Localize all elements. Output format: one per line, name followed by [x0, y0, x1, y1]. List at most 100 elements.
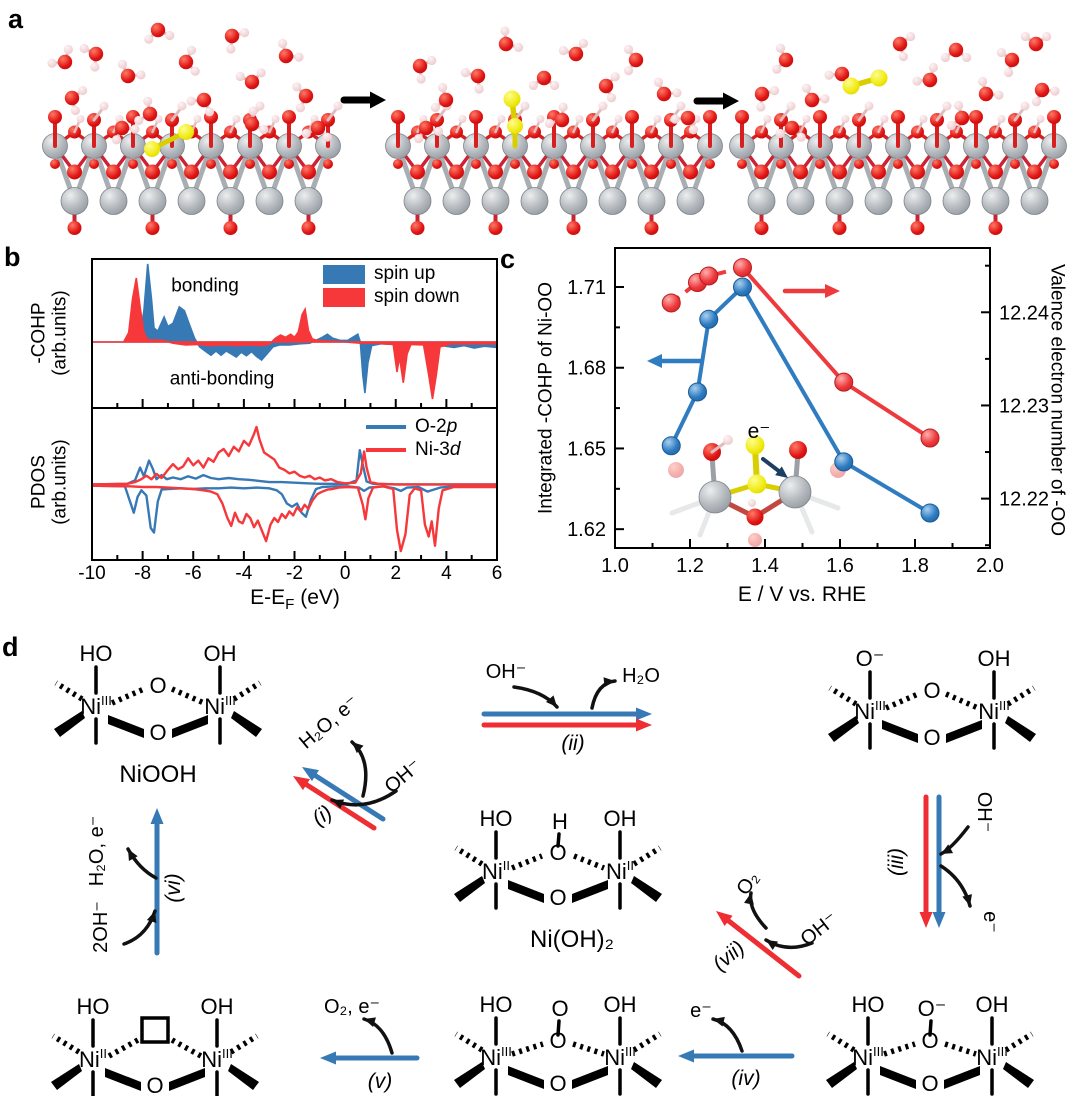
- panel-label-b: b: [4, 242, 21, 272]
- water-molecule: [498, 26, 524, 52]
- bridge-bottom-o-label: O: [146, 1073, 163, 1096]
- valence-data-point: [699, 266, 719, 286]
- x-tick-label: -6: [185, 563, 202, 584]
- c-x-tick-label: 1.8: [901, 555, 929, 577]
- bridge-o-label: O: [923, 678, 940, 703]
- md-snapshot-3: [729, 31, 1067, 235]
- water-molecule: [47, 44, 73, 70]
- bridge-upper-o-label: O⁻: [918, 996, 947, 1021]
- cohp-area-spin-down: [92, 277, 497, 400]
- legend-ni3d: Ni-3d: [366, 439, 460, 460]
- water-molecule: [79, 43, 104, 72]
- step-out-label: H₂O, e⁻: [86, 816, 108, 887]
- species-name: Ni(OH)₂: [530, 926, 614, 953]
- standing-oo-yellow-2: [503, 90, 523, 149]
- bridge-bottom-o-label: O: [549, 1071, 566, 1096]
- pdos-curve-1: [92, 484, 497, 534]
- legend-spin-up: spin up: [323, 263, 435, 284]
- ni-center-label: NiII: [482, 858, 510, 884]
- x-tick-label: -8: [134, 563, 151, 584]
- c-x-axis-label: E / V vs. RHE: [737, 583, 867, 607]
- c-right-tick-label: 12.22: [999, 489, 1049, 511]
- step-label: (i): [308, 801, 336, 831]
- valence-data-point: [920, 428, 940, 448]
- md-snapshot-2: [385, 26, 723, 235]
- ni-center-label: NiIII: [204, 693, 236, 719]
- water-molecule: [912, 62, 938, 88]
- c-x-tick-label: 1.4: [751, 555, 779, 577]
- ligand-label: OH: [978, 646, 1011, 671]
- panel-b-cohp-pdos-plots: -10 -8 -6 -4 -2 0 2 4 6: [78, 258, 503, 584]
- water-molecule: [111, 120, 140, 145]
- oxygen-vacancy-square: [140, 1016, 170, 1044]
- bonding-label: bonding: [171, 275, 239, 297]
- species-superoxo: HO OH NiIII NiIII O O⁻ O: [826, 992, 1034, 1096]
- x-tick-label: -4: [235, 563, 252, 584]
- icohp-data-point: [688, 382, 707, 402]
- species-oxo: O⁻ OH NiIII NiIII OO: [828, 646, 1036, 750]
- electron-transfer-label: e⁻: [747, 420, 771, 444]
- c-axis-ticks: [614, 264, 991, 548]
- step-in-label: OH⁻: [381, 755, 426, 798]
- bridge-o-label: O: [921, 1028, 938, 1053]
- water-molecule: [460, 68, 486, 94]
- step-(v): O₂, e⁻ (v): [320, 996, 420, 1093]
- water-molecule: [558, 38, 589, 62]
- x-tick-label: 6: [492, 563, 503, 584]
- pdos-y-axis-label: PDOS (arb.units): [28, 439, 71, 525]
- icohp-data-point: [661, 436, 681, 456]
- icohp-line: [669, 285, 932, 515]
- step-in-label: OH⁻: [486, 661, 527, 683]
- ni-center-label: NiIII: [80, 693, 112, 719]
- water-molecule: [64, 85, 88, 116]
- step-(i): (i)H₂O, e⁻OH⁻: [293, 691, 426, 831]
- x-tick-label: -10: [78, 563, 105, 584]
- c-x-tick-label: 1.6: [826, 555, 854, 577]
- water-molecule: [430, 82, 454, 113]
- bridge-h-label: H: [552, 809, 568, 834]
- water-molecule: [528, 70, 560, 91]
- c-inset-molecule: [668, 435, 846, 547]
- b-x-axis-label: E-EF (eV): [250, 585, 340, 614]
- step-in-label: OH⁻: [973, 792, 995, 833]
- water-molecule: [1031, 82, 1060, 107]
- ni-center-label: NiIII: [604, 1044, 636, 1070]
- species-vacancy: HO OH NiII NiIII O: [51, 994, 259, 1096]
- ni-center-label: NiIII: [480, 1044, 512, 1070]
- ni-center-label: NiII: [606, 858, 634, 884]
- icohp-data-point: [699, 309, 719, 329]
- ligand-label: OH: [604, 992, 637, 1017]
- panel-label-a: a: [8, 4, 24, 34]
- step-label: (iii): [885, 848, 908, 876]
- water-molecule: [144, 22, 175, 44]
- ni-center-label: NiIII: [852, 1044, 884, 1070]
- water-molecule: [946, 100, 970, 131]
- c-left-y-axis-label: Integrated -COHP of Ni-OO: [535, 282, 557, 514]
- bridge-bottom-o-label: O: [149, 720, 166, 745]
- bridge-bottom-o-label: O: [921, 1071, 938, 1096]
- c-left-tick-label: 1.62: [567, 519, 606, 541]
- ligand-label: OH: [604, 806, 637, 831]
- step-out-label: H₂O: [622, 665, 660, 687]
- icohp-data-point: [920, 503, 940, 523]
- water-molecule: [772, 43, 794, 74]
- c-left-tick-label: 1.71: [567, 277, 606, 299]
- step-out-label: O₂, e⁻: [324, 996, 380, 1018]
- step-out-label: e⁻: [690, 1000, 712, 1022]
- step-out-label: e⁻: [979, 911, 1001, 933]
- bridge-o-label: O: [549, 840, 566, 865]
- ni-center-label: NiIII: [854, 698, 886, 724]
- step-label: (vi): [162, 873, 185, 902]
- c-x-tick-label: 1.2: [676, 555, 704, 577]
- x-tick-label: 4: [441, 563, 452, 584]
- bridge-bottom-o-label: O: [923, 725, 940, 750]
- water-molecule: [413, 120, 444, 144]
- c-right-y-axis-label: Valence electron number of -OO: [1046, 263, 1068, 537]
- pdos-curve-2: [92, 425, 497, 486]
- step-label: (ii): [561, 732, 584, 755]
- ni3d-line-swatch: [366, 448, 406, 452]
- o2p-line-swatch: [366, 425, 406, 429]
